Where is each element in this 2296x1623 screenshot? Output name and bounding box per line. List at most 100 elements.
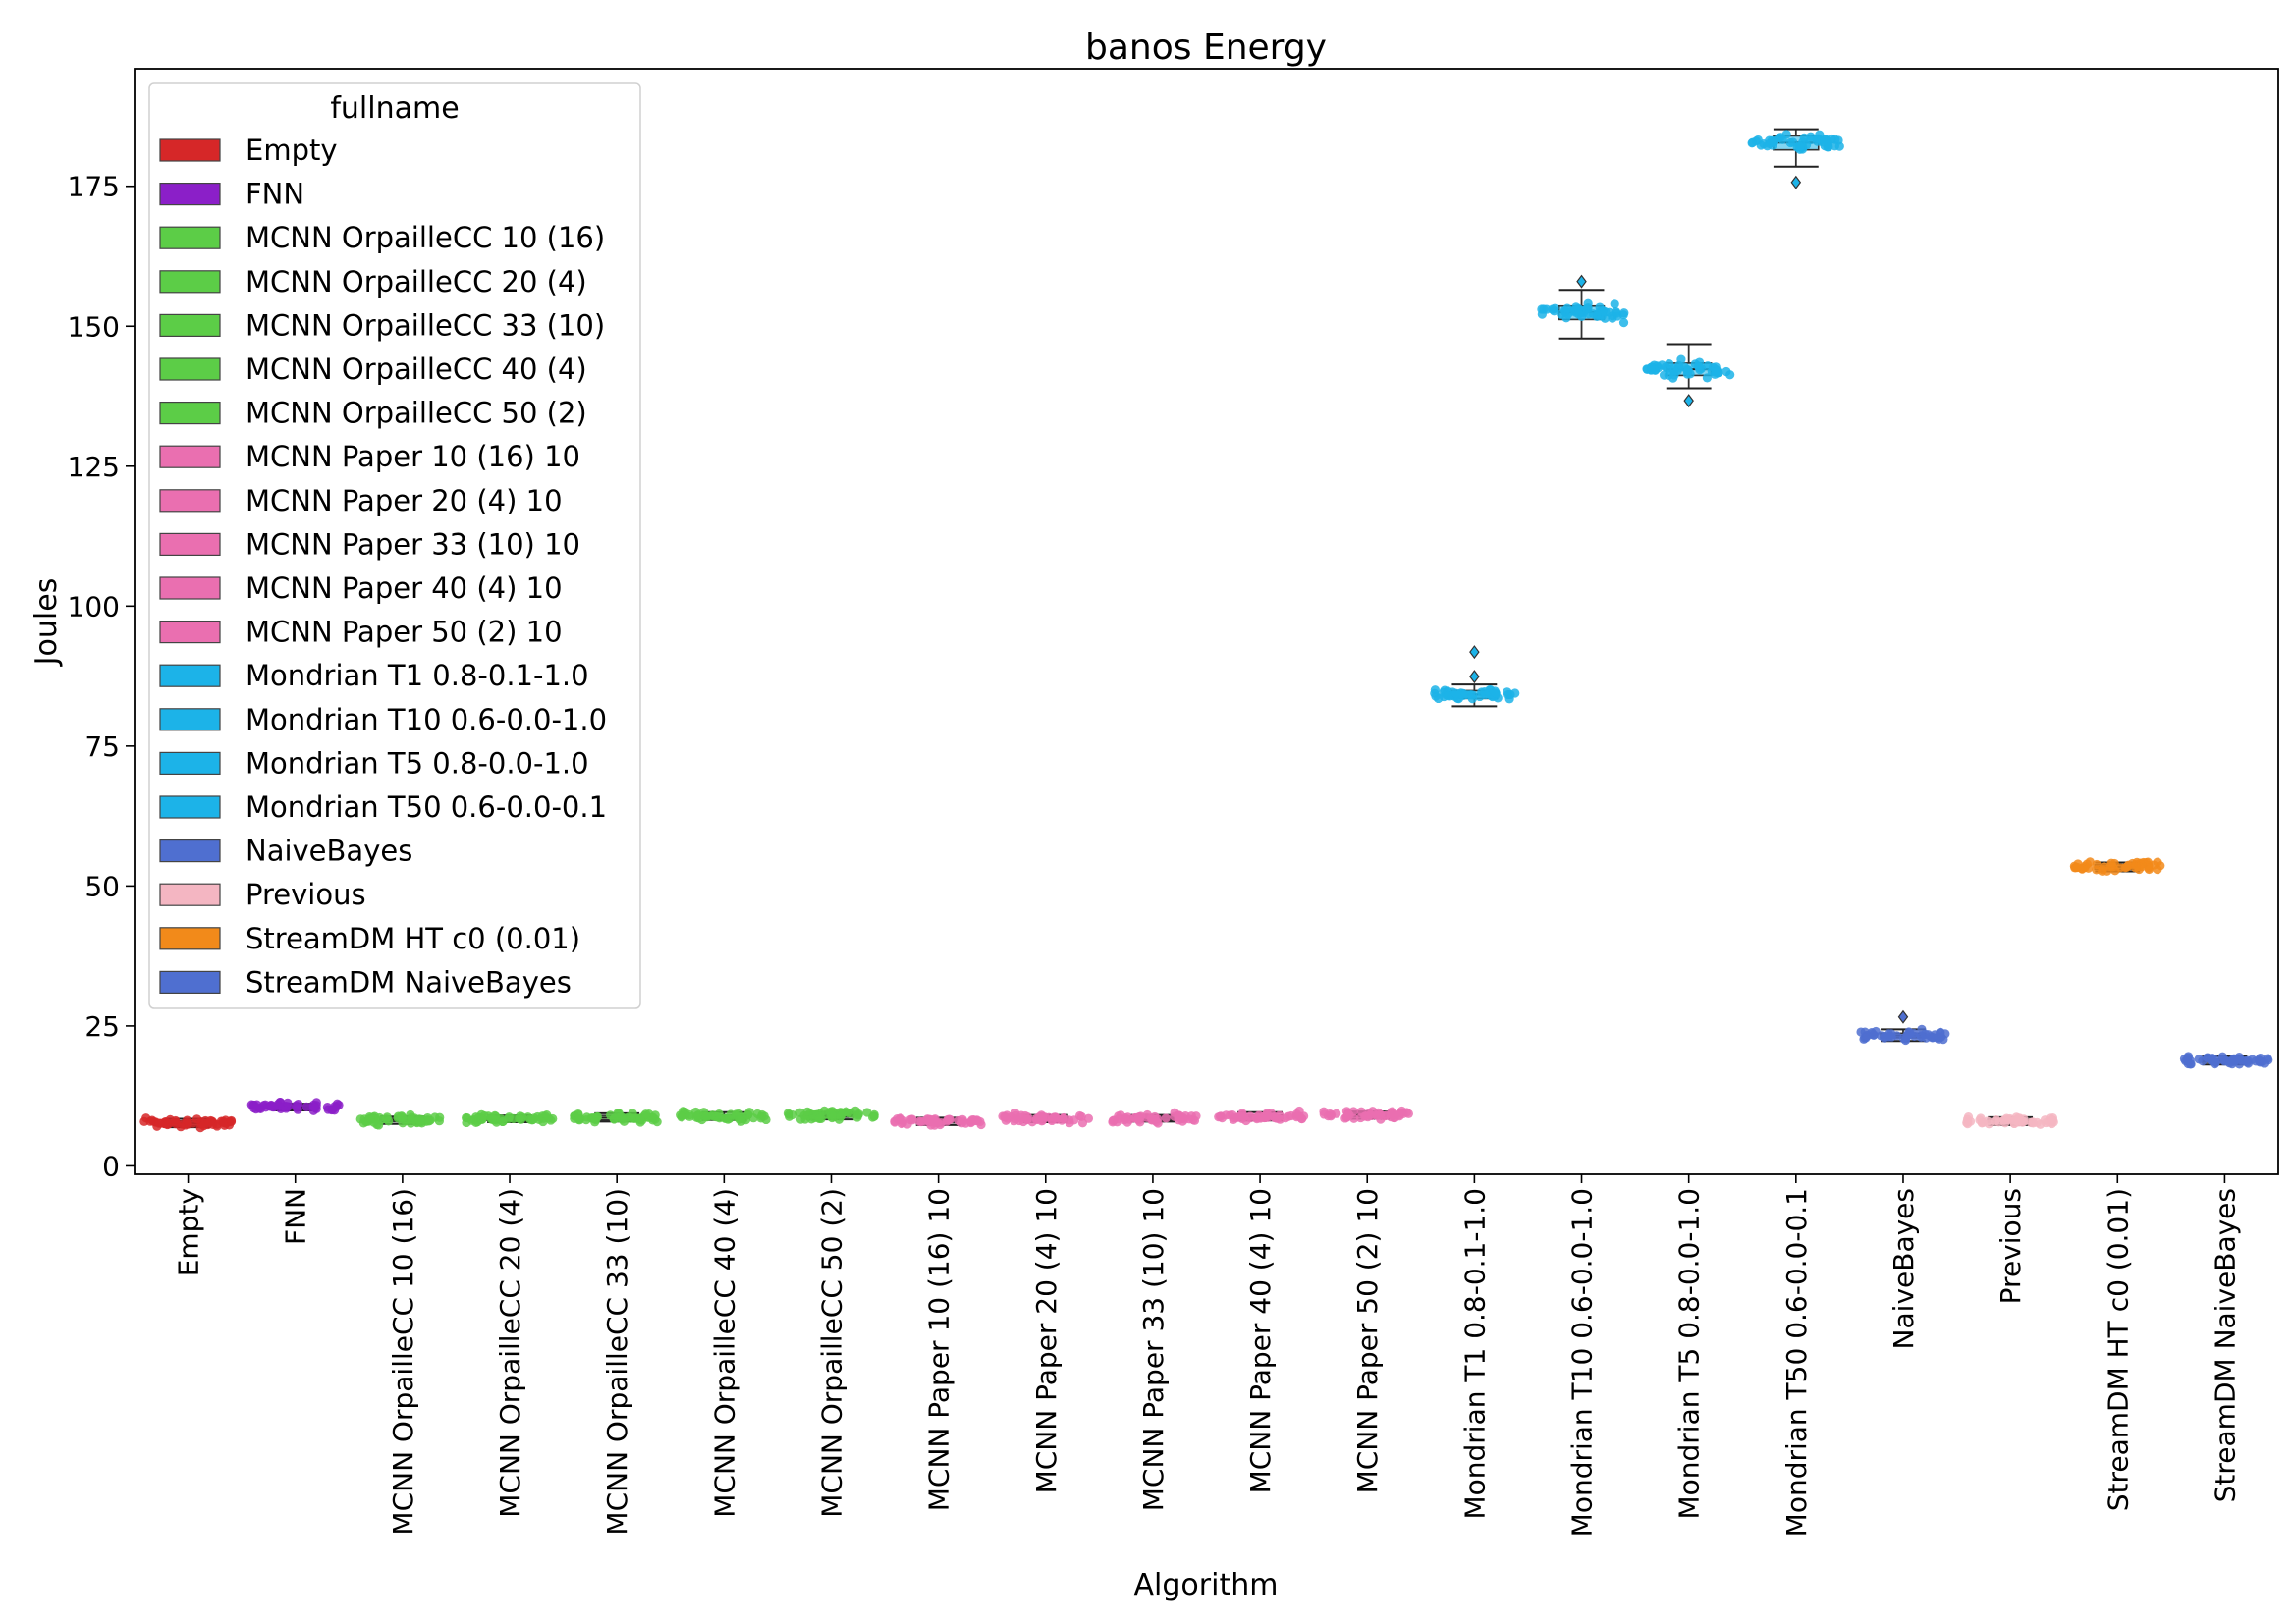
point-7-50 xyxy=(867,1112,878,1122)
point-1-46 xyxy=(188,1118,198,1128)
point-14-45 xyxy=(1550,303,1559,313)
point-17-47 xyxy=(1939,1035,1948,1045)
legend-swatch-12 xyxy=(159,620,221,644)
y-tick-label-75: 75 xyxy=(84,730,120,763)
point-16-50 xyxy=(1767,135,1777,145)
legend-label-17: NaiveBayes xyxy=(246,835,412,868)
point-9-35 xyxy=(1051,1112,1061,1122)
point-1-48 xyxy=(202,1119,213,1130)
point-13-26 xyxy=(1434,693,1444,704)
point-20-45 xyxy=(2217,1052,2227,1061)
point-14-10 xyxy=(1618,318,1629,328)
legend-label-12: MCNN Paper 50 (2) 10 xyxy=(246,616,563,649)
point-13-44 xyxy=(1510,688,1520,698)
point-18-46 xyxy=(1977,1118,1987,1128)
point-12-30 xyxy=(1403,1109,1413,1118)
x-tick-label-13: Mondrian T1 0.8-0.1-1.0 xyxy=(1458,1188,1491,1520)
point-5-48 xyxy=(635,1113,645,1124)
y-tick-label-0: 0 xyxy=(102,1150,120,1182)
point-19-50 xyxy=(2139,857,2149,868)
point-12-24 xyxy=(1363,1112,1373,1122)
point-3-47 xyxy=(358,1118,368,1128)
x-tick-label-3: MCNN OrpailleCC 10 (16) xyxy=(387,1188,419,1536)
legend-label-1: Empty xyxy=(246,134,338,167)
point-11-49 xyxy=(1228,1110,1237,1120)
point-4-42 xyxy=(490,1110,500,1120)
point-15-50 xyxy=(1657,360,1667,370)
point-5-50 xyxy=(609,1114,619,1124)
point-11-48 xyxy=(1281,1113,1290,1123)
x-tick-label-14: Mondrian T10 0.6-0.0-1.0 xyxy=(1566,1188,1599,1537)
legend-swatch-18 xyxy=(159,883,221,906)
point-15-45 xyxy=(1669,366,1679,376)
legend-swatch-9 xyxy=(159,489,221,513)
legend-label-20: StreamDM NaiveBayes xyxy=(246,965,572,999)
point-3-49 xyxy=(365,1113,375,1123)
point-4-43 xyxy=(462,1117,471,1128)
point-19-48 xyxy=(2115,863,2125,873)
box-group-15 xyxy=(1642,343,1735,408)
x-axis-label: Algorithm xyxy=(1134,1568,1279,1602)
box-group-2 xyxy=(246,1098,344,1115)
legend-swatch-13 xyxy=(159,664,221,687)
point-6-50 xyxy=(744,1108,754,1117)
point-13-46 xyxy=(1481,690,1491,700)
box-group-16 xyxy=(1747,128,1844,189)
point-7-31 xyxy=(802,1107,812,1116)
point-13-40 xyxy=(1466,689,1476,700)
legend: fullname Empty FNN MCNN OrpailleCC 10 (16)… xyxy=(148,82,641,1009)
point-1-50 xyxy=(154,1118,164,1128)
box-group-19 xyxy=(2069,857,2165,876)
box-group-10 xyxy=(1108,1108,1201,1128)
legend-swatch-15 xyxy=(159,751,221,776)
point-17-45 xyxy=(1856,1027,1866,1037)
y-axis-label: Joules xyxy=(29,578,64,668)
point-3-27 xyxy=(381,1114,391,1124)
point-15-41 xyxy=(1646,365,1657,375)
legend-label-10: MCNN Paper 33 (10) 10 xyxy=(246,527,580,561)
legend-swatch-5 xyxy=(159,313,221,337)
outlier-16-1 xyxy=(1790,175,1802,189)
box-group-12 xyxy=(1319,1106,1413,1124)
point-19-31 xyxy=(2092,859,2102,870)
legend-label-4: MCNN OrpailleCC 20 (4) xyxy=(246,265,587,298)
point-3-46 xyxy=(410,1113,419,1123)
legend-swatch-7 xyxy=(159,402,221,425)
point-15-39 xyxy=(1693,361,1704,371)
point-7-41 xyxy=(795,1108,805,1117)
x-tick-label-9: MCNN Paper 20 (4) 10 xyxy=(1030,1188,1063,1493)
point-9-45 xyxy=(1059,1112,1068,1123)
box-group-4 xyxy=(461,1109,558,1128)
x-tick-label-17: NaiveBayes xyxy=(1887,1188,1920,1349)
point-14-39 xyxy=(1559,305,1570,316)
chart-title: banos Energy xyxy=(1085,27,1327,68)
outlier-15-1 xyxy=(1683,394,1694,408)
point-9-40 xyxy=(1074,1110,1085,1121)
point-2-38 xyxy=(330,1102,340,1111)
x-tick-label-20: StreamDM NaiveBayes xyxy=(2209,1188,2241,1502)
legend-label-9: MCNN Paper 20 (4) 10 xyxy=(246,484,563,517)
point-10-46 xyxy=(1133,1114,1143,1124)
x-tick-label-10: MCNN Paper 33 (10) 10 xyxy=(1137,1188,1170,1511)
point-19-49 xyxy=(2077,864,2087,874)
point-8-45 xyxy=(898,1115,908,1125)
y-tick-label-175: 175 xyxy=(68,171,120,203)
point-2-43 xyxy=(275,1098,286,1108)
point-18-49 xyxy=(2047,1114,2056,1125)
point-12-29 xyxy=(1396,1108,1406,1118)
legend-swatch-14 xyxy=(159,708,221,731)
point-2-45 xyxy=(292,1103,301,1112)
point-7-47 xyxy=(788,1109,798,1120)
box-group-5 xyxy=(570,1109,662,1127)
x-tick-label-4: MCNN OrpailleCC 20 (4) xyxy=(494,1188,526,1518)
point-11-44 xyxy=(1237,1109,1247,1120)
point-13-47 xyxy=(1443,691,1453,701)
x-tick-label-11: MCNN Paper 40 (4) 10 xyxy=(1244,1188,1277,1493)
x-tick-label-1: Empty xyxy=(173,1188,205,1276)
point-14-42 xyxy=(1561,313,1571,323)
point-16-36 xyxy=(1777,135,1787,144)
x-tick-label-15: Mondrian T5 0.8-0.0-1.0 xyxy=(1673,1188,1706,1520)
point-17-22 xyxy=(1869,1030,1879,1040)
point-14-16 xyxy=(1610,299,1619,309)
point-8-50 xyxy=(914,1116,924,1126)
